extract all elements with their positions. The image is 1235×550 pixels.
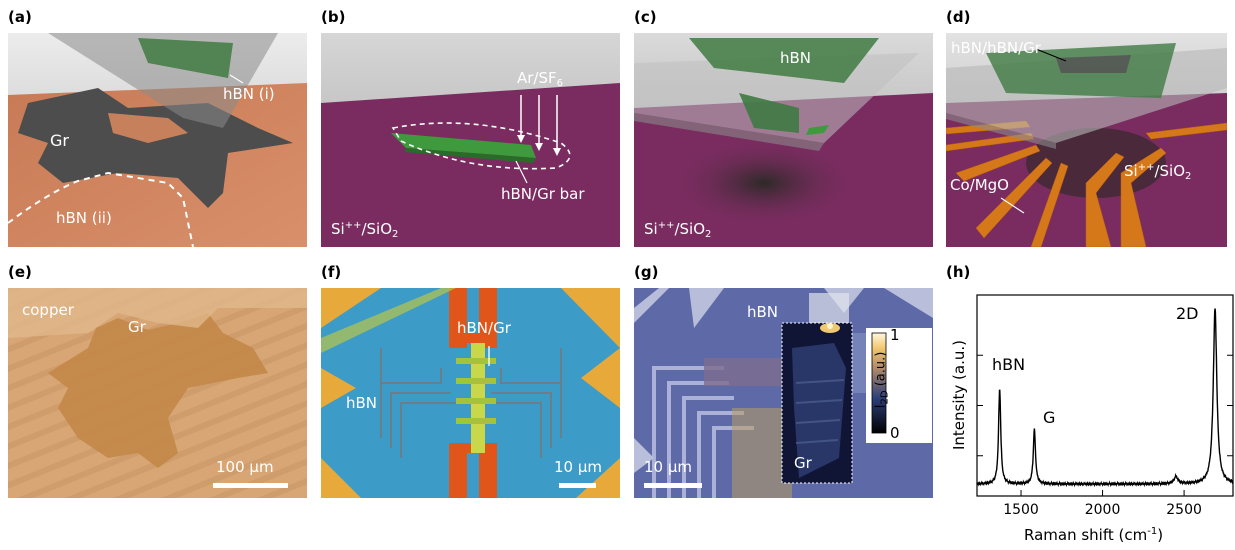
- scale-bar-label: 100 μm: [216, 458, 274, 476]
- x-axis-label: Raman shift (cm-1): [1024, 526, 1164, 544]
- x-tick-label-2000: 2000: [1085, 502, 1121, 518]
- label-substrate: Si++/SiO2: [1124, 162, 1192, 182]
- panel-h-chart: 1500 2000 2500 hBN G 2D Intensity (a.u.) R…: [946, 285, 1235, 550]
- x-tick-label-2500: 2500: [1166, 502, 1202, 518]
- peak-label-hbn: hBN: [992, 355, 1025, 374]
- scale-bar-label: 10 μm: [644, 458, 693, 476]
- panel-d-render: hBN/hBN/Gr Co/MgO Si++/SiO2: [946, 33, 1227, 247]
- y-axis-label: Intensity (a.u.): [950, 340, 968, 450]
- panel-b-label: (b): [321, 8, 346, 26]
- scale-bar: [644, 483, 702, 488]
- panel-f-label: (f): [321, 263, 342, 281]
- label-hbn-ii: hBN (ii): [56, 209, 112, 227]
- label-hbn: hBN: [346, 394, 378, 412]
- label-gas: Ar/SF6: [517, 69, 564, 89]
- peak-label-2d: 2D: [1176, 304, 1199, 323]
- scale-bar-label: 10 μm: [554, 458, 603, 476]
- plot-frame: [976, 294, 1234, 497]
- colorbar-min: 0: [890, 424, 900, 442]
- scale-bar: [559, 483, 596, 488]
- label-copper: copper: [22, 301, 74, 319]
- panel-e-micrograph: copper Gr 100 μm: [8, 288, 307, 498]
- label-substrate: Si++/SiO2: [644, 220, 712, 240]
- colorbar-label: I2D (a.u.): [873, 351, 891, 409]
- peak-label-g: G: [1043, 408, 1055, 427]
- label-hbn-i: hBN (i): [223, 85, 275, 103]
- panel-g-label: (g): [634, 263, 659, 281]
- label-stack: hBN/hBN/Gr: [951, 39, 1041, 57]
- panel-b-render: Ar/SF6 hBN/Gr bar Si++/SiO2: [321, 33, 620, 247]
- scale-bar: [213, 483, 288, 488]
- x-tick-label-1500: 1500: [1003, 502, 1039, 518]
- raman-spectrum: 1500 2000 2500 hBN G 2D Intensity (a.u.): [950, 294, 1234, 518]
- panel-f-micrograph: hBN/Gr hBN 10 μm: [321, 288, 620, 498]
- panel-c-render: hBN Si++/SiO2: [634, 33, 933, 247]
- colorbar-max: 1: [890, 326, 900, 344]
- label-gr: Gr: [50, 131, 69, 150]
- panel-c-label: (c): [634, 8, 657, 26]
- panel-h-label: (h): [946, 263, 971, 281]
- panel-d-label: (d): [946, 8, 971, 26]
- label-hbn-gr-bar: hBN/Gr bar: [501, 185, 585, 203]
- label-co-mgo: Co/MgO: [950, 176, 1009, 194]
- label-hbn: hBN: [780, 49, 812, 67]
- label-hbn-gr: hBN/Gr: [457, 319, 511, 337]
- panel-e-label: (e): [8, 263, 32, 281]
- label-gr: Gr: [794, 454, 812, 472]
- panel-a-label: (a): [8, 8, 32, 26]
- label-substrate: Si++/SiO2: [331, 220, 399, 240]
- series-line: [976, 308, 1234, 488]
- panel-g-micrograph: hBN Gr 1 0 I2D (a.u.) 10 μm: [634, 288, 933, 498]
- panel-a-render: hBN (i) Gr hBN (ii): [8, 33, 307, 247]
- label-gr: Gr: [128, 318, 146, 336]
- label-hbn: hBN: [747, 303, 779, 321]
